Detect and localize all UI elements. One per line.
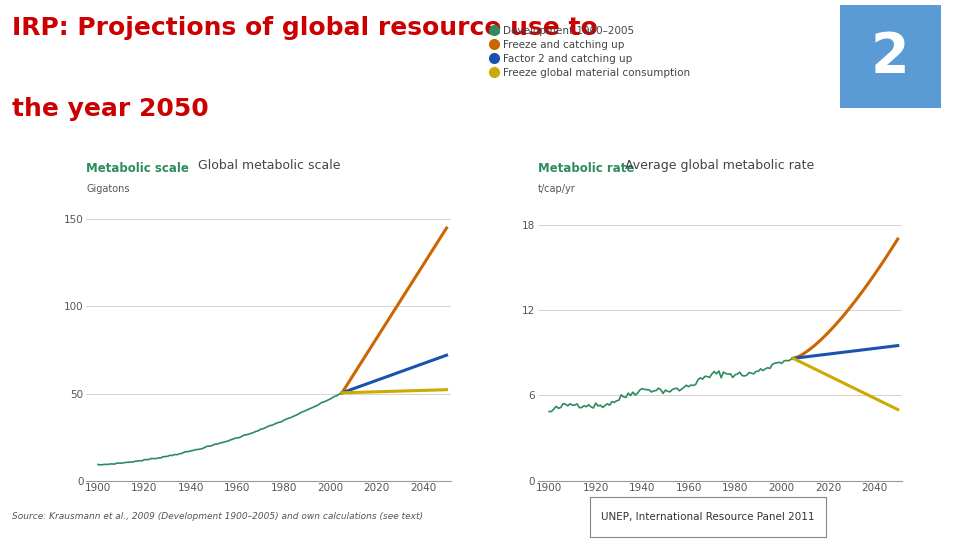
Title: Average global metabolic rate: Average global metabolic rate <box>625 159 815 172</box>
Title: Global metabolic scale: Global metabolic scale <box>198 159 340 172</box>
Text: the year 2050: the year 2050 <box>12 97 208 121</box>
Text: Metabolic rate: Metabolic rate <box>538 162 634 175</box>
Legend: Development 1900–2005, Freeze and catching up, Factor 2 and catching up, Freeze : Development 1900–2005, Freeze and catchi… <box>485 22 694 82</box>
Text: IRP: Projections of global resource use to: IRP: Projections of global resource use … <box>12 16 597 40</box>
Text: Gigatons: Gigatons <box>86 184 130 194</box>
Text: Metabolic scale: Metabolic scale <box>86 162 189 175</box>
Text: 2: 2 <box>871 30 910 84</box>
Text: t/cap/yr: t/cap/yr <box>538 184 575 194</box>
Text: Source: Krausmann et al., 2009 (Development 1900–2005) and own calculations (see: Source: Krausmann et al., 2009 (Developm… <box>12 512 422 521</box>
Text: UNEP, International Resource Panel 2011: UNEP, International Resource Panel 2011 <box>601 512 815 522</box>
